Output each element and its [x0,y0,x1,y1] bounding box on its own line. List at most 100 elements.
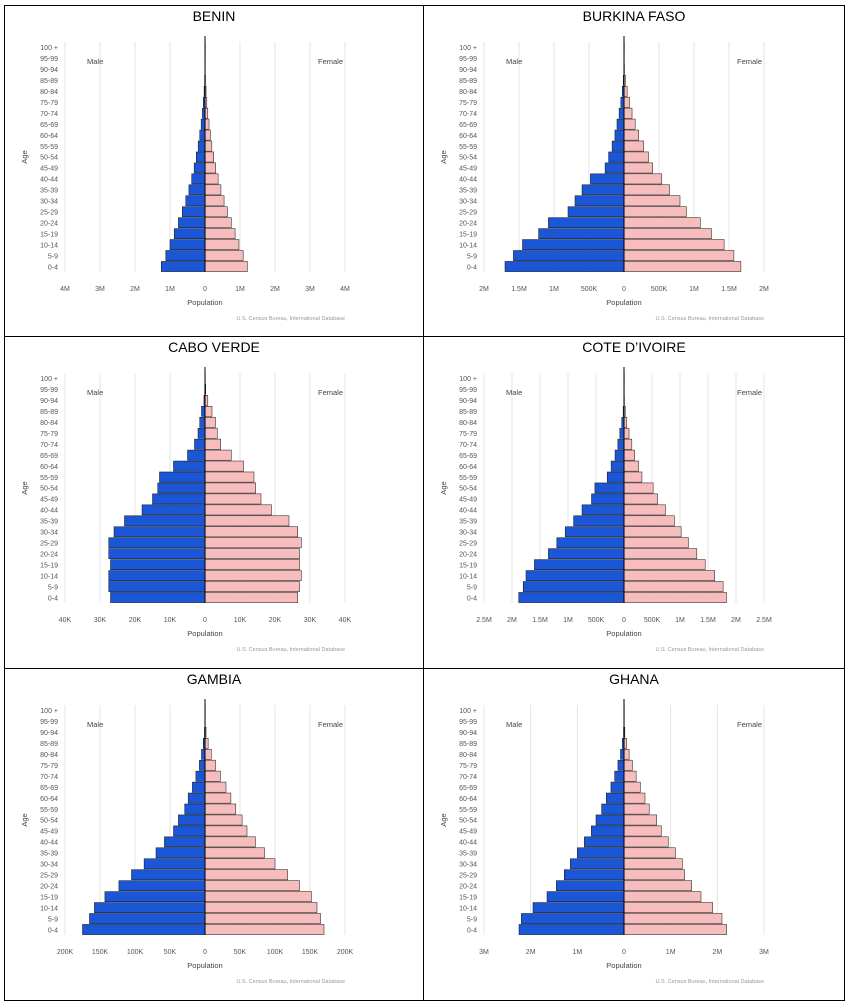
male-bar [611,140,625,152]
x-tick-label: 4M [340,286,350,293]
x-axis-title: Population [187,961,222,970]
female-bar [204,836,256,848]
male-bar [522,581,625,592]
age-label: 20-24 [40,220,58,227]
female-bar [623,482,654,494]
age-label: 70-74 [459,111,477,118]
age-label: 90-94 [459,730,477,737]
age-label: 60-64 [459,796,477,803]
age-label: 40-44 [459,177,477,184]
x-tick-label: 1.5M [700,617,716,624]
age-label: 55-59 [459,144,477,151]
x-tick-label: 40K [59,617,72,624]
age-label: 20-24 [459,883,477,890]
legend-male: Male [506,57,522,66]
female-bar [623,792,646,804]
male-bar [195,770,206,782]
male-bar [182,206,206,218]
age-label: 70-74 [40,442,58,449]
female-bar [204,803,237,815]
age-label: 55-59 [459,807,477,814]
female-bar [623,526,682,538]
male-bar [604,162,625,174]
age-label: 75-79 [40,431,58,438]
pyramid-panel: COTE D’IVOIRE 0-4 5-9 10-14 15-19 20-24 25-29 3… [424,337,844,669]
female-bar [204,913,321,924]
male-bar [187,792,206,804]
x-tick-label: 2M [130,286,140,293]
age-label: 40-44 [40,840,58,847]
age-label: 50-54 [40,818,58,825]
male-bar [548,548,625,560]
male-bar [110,559,206,570]
male-bar [94,902,206,913]
male-bar [108,537,206,549]
x-tick-label: 3M [759,949,769,956]
age-label: 5-9 [48,253,58,260]
male-bar [152,493,206,505]
legend-female: Female [318,57,343,66]
age-label: 95-99 [40,719,58,726]
male-bar [161,261,206,272]
female-bar [623,107,633,119]
age-label: 5-9 [467,253,477,260]
age-label: 5-9 [467,584,477,591]
x-tick-label: 2.5M [756,617,772,624]
male-bar [165,250,206,261]
x-tick-label: 3M [479,949,489,956]
female-bar [623,493,658,505]
age-label: 30-34 [459,862,477,869]
x-axis-title: Population [187,629,222,638]
x-tick-label: 3M [305,286,315,293]
age-label: 10-14 [459,242,477,249]
female-bar [623,770,637,782]
pyramid-chart: 0-4 5-9 10-14 15-19 20-24 25-29 30-34 35-39 40-4… [20,699,354,985]
male-bar [108,548,206,560]
male-bar [194,438,206,450]
source-credit: U.S. Census Bureau, International Databa… [236,979,345,985]
female-bar [623,869,685,881]
source-credit: U.S. Census Bureau, International Databa… [236,647,345,653]
age-label: 75-79 [459,431,477,438]
female-bar [204,460,244,472]
chart-title: GAMBIA [186,671,242,687]
female-bar [204,825,248,837]
age-label: 80-84 [40,89,58,96]
female-bar [204,482,256,494]
male-bar [192,781,206,793]
x-axis-title: Population [606,961,641,970]
age-label: 0-4 [48,264,58,271]
pyramid-chart: 0-4 5-9 10-14 15-19 20-24 25-29 30-34 35-39 40-4… [439,36,769,322]
female-bar [204,228,236,239]
male-bar [617,438,625,450]
male-bar [89,913,206,924]
male-bar [601,803,625,815]
male-bar [178,217,206,229]
female-bar [623,471,643,483]
age-label: 25-29 [459,541,477,548]
age-label: 50-54 [459,486,477,493]
age-label: 10-14 [40,573,58,580]
age-label: 10-14 [459,905,477,912]
source-credit: U.S. Census Bureau, International Databa… [655,647,764,653]
x-tick-label: 200K [337,949,354,956]
age-label: 25-29 [459,210,477,217]
female-bar [623,250,735,261]
male-bar [614,449,625,461]
x-tick-label: 500K [588,617,605,624]
x-axis-title: Population [606,629,641,638]
age-label: 0-4 [467,927,477,934]
female-bar [204,781,227,793]
age-label: 25-29 [40,541,58,548]
female-bar [623,592,727,603]
male-bar [188,184,206,196]
female-bar [204,140,213,152]
pyramid-panel: BURKINA FASO 0-4 5-9 10-14 15-19 20-24 25-29 30… [424,6,844,337]
male-bar [157,482,206,494]
female-bar [623,162,653,174]
y-axis-title: Age [20,813,29,826]
male-bar [606,792,625,804]
age-label: 100 + [459,45,477,52]
male-bar [567,206,625,218]
age-label: 70-74 [40,111,58,118]
